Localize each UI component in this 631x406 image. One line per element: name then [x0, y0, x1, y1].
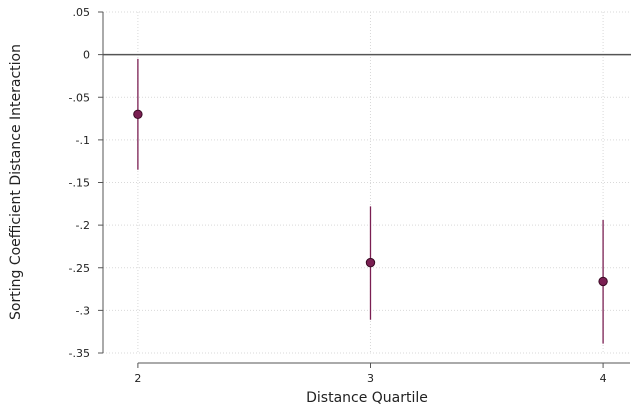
x-axis-title: Distance Quartile	[306, 390, 428, 406]
y-tick-label: -.15	[69, 177, 90, 190]
y-axis-title: Sorting Coefficient Distance Interaction	[8, 44, 24, 320]
y-tick-label: -.2	[76, 219, 90, 232]
y-tick-label: -.3	[76, 304, 90, 317]
point-estimate-marker	[598, 276, 608, 287]
axes	[98, 11, 630, 368]
y-tick-label: -.05	[69, 91, 90, 104]
y-tick-label: 0	[83, 49, 90, 62]
tick-labels: .05 0 -.05 -.1 -.15 -.2 -.25 -.3 -.35 2 3 4	[69, 6, 607, 385]
grid	[103, 11, 631, 354]
y-tick-label: -.25	[69, 262, 90, 275]
data-points	[133, 109, 608, 287]
x-tick-label: 4	[600, 372, 607, 385]
x-tick-label: 2	[134, 372, 141, 385]
point-estimate-marker	[365, 257, 376, 268]
x-tick-label: 3	[367, 372, 374, 385]
y-tick-label: -.1	[76, 134, 90, 147]
y-tick-label: -.35	[69, 347, 90, 360]
point-estimate-marker	[133, 109, 143, 120]
y-tick-label: .05	[73, 6, 91, 19]
